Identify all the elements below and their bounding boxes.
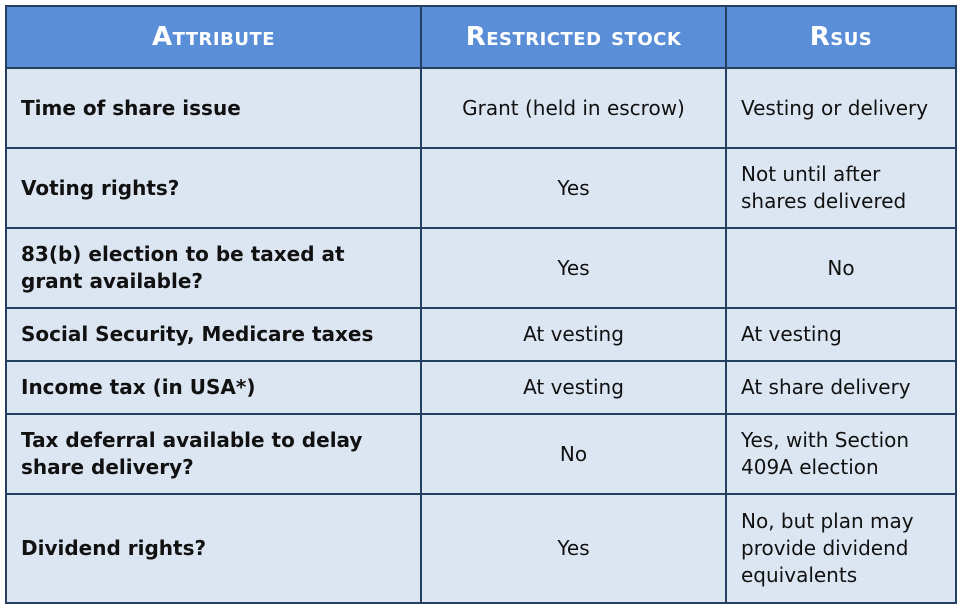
header-row: Attribute Restricted stock Rsus xyxy=(5,5,957,69)
value-cell: Grant (held in escrow) xyxy=(420,67,727,149)
value-cell: At vesting xyxy=(420,307,727,362)
table-row: Dividend rights? Yes No, but plan may prov… xyxy=(5,493,957,604)
table-row: Voting rights? Yes Not until after shares … xyxy=(5,147,957,229)
value-cell: Vesting or delivery xyxy=(725,67,957,149)
header-cell: Attribute xyxy=(5,5,422,69)
comparison-table: Attribute Restricted stock Rsus Time of … xyxy=(5,5,957,604)
table-body: Time of share issue Grant (held in escrow… xyxy=(5,67,957,604)
table-row: Time of share issue Grant (held in escrow… xyxy=(5,67,957,149)
table-row: Income tax (in USA*) At vesting At share d… xyxy=(5,360,957,415)
value-cell: Yes xyxy=(420,227,727,309)
value-cell: At vesting xyxy=(725,307,957,362)
attribute-cell: Voting rights? xyxy=(5,147,422,229)
attribute-cell: Dividend rights? xyxy=(5,493,422,604)
value-cell: Not until after shares delivered xyxy=(725,147,957,229)
value-cell: At share delivery xyxy=(725,360,957,415)
value-cell: No xyxy=(725,227,957,309)
table-row: 83(b) election to be taxed at grant avai… xyxy=(5,227,957,309)
value-cell: Yes xyxy=(420,147,727,229)
value-cell: Yes xyxy=(420,493,727,604)
attribute-cell: 83(b) election to be taxed at grant avai… xyxy=(5,227,422,309)
attribute-cell: Social Security, Medicare taxes xyxy=(5,307,422,362)
attribute-cell: Tax deferral available to delay share de… xyxy=(5,413,422,495)
header-cell: Restricted stock xyxy=(420,5,727,69)
value-cell: No xyxy=(420,413,727,495)
table-row: Tax deferral available to delay share de… xyxy=(5,413,957,495)
value-cell: At vesting xyxy=(420,360,727,415)
value-cell: Yes, with Section 409A election xyxy=(725,413,957,495)
attribute-cell: Time of share issue xyxy=(5,67,422,149)
header-cell: Rsus xyxy=(725,5,957,69)
attribute-cell: Income tax (in USA*) xyxy=(5,360,422,415)
table-row: Social Security, Medicare taxes At vestin… xyxy=(5,307,957,362)
value-cell: No, but plan may provide dividend equiva… xyxy=(725,493,957,604)
